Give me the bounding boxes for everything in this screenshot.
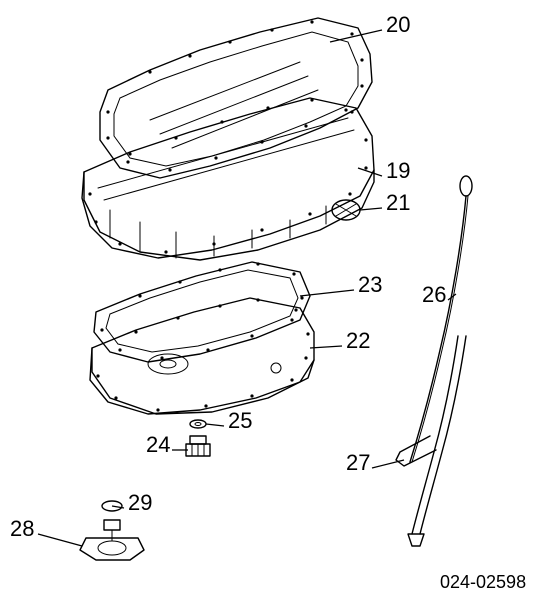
callout-25: 25 [228, 408, 252, 433]
callout-29: 29 [128, 490, 152, 515]
callout-23: 23 [358, 272, 382, 297]
part-25-washer [190, 420, 206, 428]
part-23-lower-gasket [94, 262, 310, 362]
part-24-drain-plug [186, 436, 210, 456]
callout-21: 21 [386, 190, 410, 215]
callout-26: 26 [422, 282, 446, 307]
leader-lines [38, 30, 456, 546]
part-28-oil-level-sensor [80, 520, 144, 560]
callout-27: 27 [346, 450, 370, 475]
callout-20: 20 [386, 12, 410, 37]
part-27-guide-tube [396, 336, 466, 546]
callout-28: 28 [10, 516, 34, 541]
callout-labels: 20 19 21 23 26 22 25 24 27 29 28 [10, 12, 446, 541]
part-26-dipstick [410, 176, 472, 462]
diagram-id: 024-02598 [440, 572, 526, 592]
callout-22: 22 [346, 328, 370, 353]
callout-19: 19 [386, 158, 410, 183]
callout-24: 24 [146, 432, 170, 457]
